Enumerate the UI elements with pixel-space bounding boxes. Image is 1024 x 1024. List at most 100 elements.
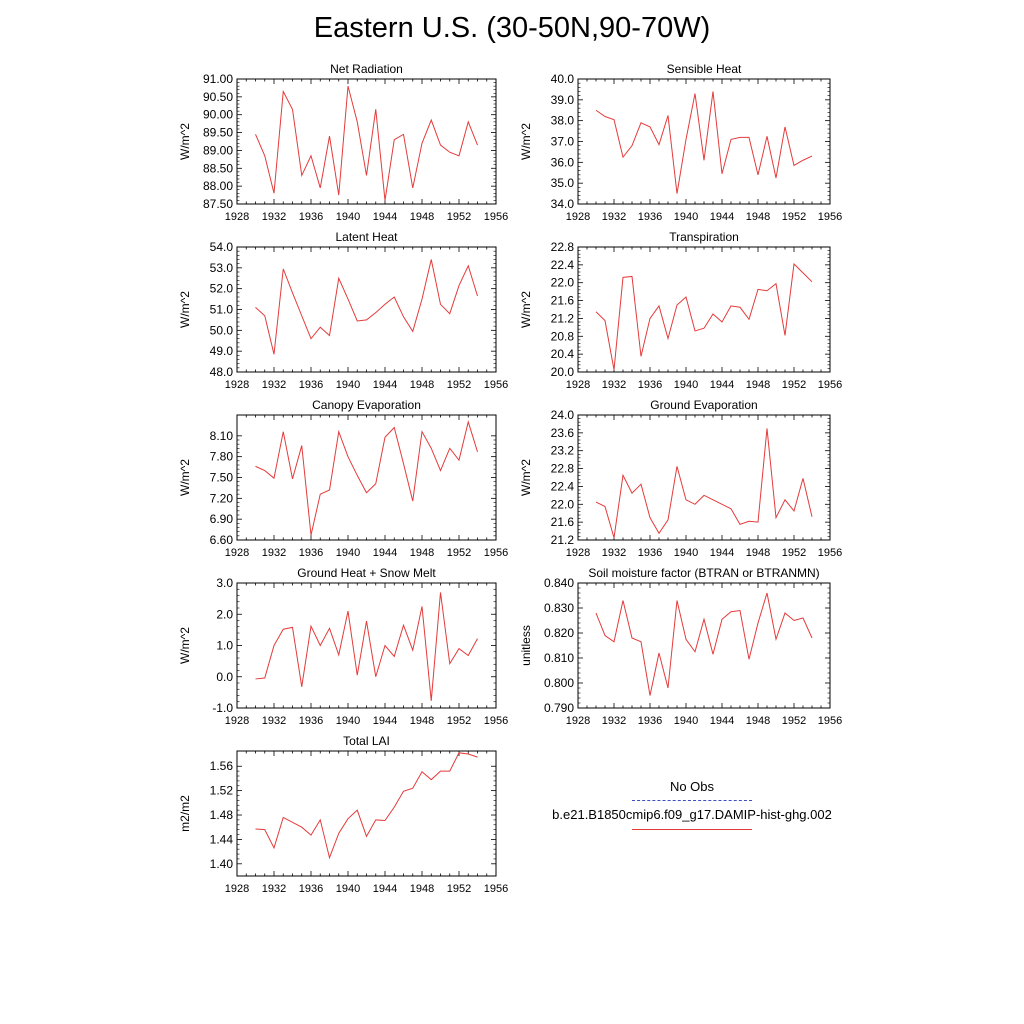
x-tick-label: 1928 (225, 715, 249, 727)
y-tick-label: 88.00 (203, 179, 233, 193)
y-tick-label: 23.6 (551, 426, 575, 440)
x-tick-label: 1932 (602, 547, 626, 559)
x-tick-label: 1956 (818, 379, 842, 391)
y-tick-label: 22.0 (551, 276, 575, 290)
panel-4: Transpiration W/m^2 1928 1932 1936 1940 1944 19… (519, 230, 842, 391)
x-tick-label: 1944 (710, 211, 734, 223)
series-line-1 (255, 420, 478, 536)
y-tick-label: 0.810 (544, 651, 574, 665)
x-tick-label: 1948 (746, 379, 770, 391)
y-tick-label: 37.0 (551, 135, 575, 149)
y-tick-label: 90.00 (203, 108, 233, 122)
x-tick-label: 1944 (373, 379, 397, 391)
x-tick-label: 1932 (602, 379, 626, 391)
panel-2: Sensible Heat W/m^2 1928 1932 1936 1940 1944 19… (519, 62, 842, 223)
x-tick-label: 1940 (674, 715, 698, 727)
x-tick-label: 1940 (336, 547, 360, 559)
legend-model-line (632, 829, 752, 830)
x-tick-label: 1928 (225, 883, 249, 895)
series-line-1 (595, 592, 813, 696)
y-axis-label: unitless (519, 625, 533, 666)
y-tick-label: 0.820 (544, 626, 574, 640)
y-tick-label: 22.8 (551, 240, 575, 254)
panel-3: Latent Heat W/m^2 1928 1932 1936 1940 1944 1948… (178, 230, 508, 391)
x-tick-label: 1952 (782, 379, 806, 391)
x-tick-label: 1948 (410, 211, 434, 223)
x-tick-label: 1936 (638, 211, 662, 223)
x-tick-label: 1928 (225, 547, 249, 559)
panel-title: Latent Heat (335, 230, 398, 244)
y-tick-label: 39.0 (551, 93, 575, 107)
x-tick-label: 1940 (336, 715, 360, 727)
y-tick-label: 22.0 (551, 497, 575, 511)
series-line-1 (255, 259, 478, 355)
x-tick-label: 1940 (336, 379, 360, 391)
y-tick-label: 52.0 (210, 282, 234, 296)
y-tick-label: -1.0 (212, 701, 233, 715)
page-title: Eastern U.S. (30-50N,90-70W) (313, 12, 711, 44)
y-axis-label: W/m^2 (178, 291, 192, 328)
x-tick-label: 1932 (262, 379, 286, 391)
x-tick-label: 1928 (566, 715, 590, 727)
x-tick-label: 1940 (674, 379, 698, 391)
x-tick-label: 1944 (710, 379, 734, 391)
x-tick-label: 1944 (710, 547, 734, 559)
y-tick-label: 1.40 (210, 857, 234, 871)
series-line-1 (595, 262, 813, 370)
y-tick-label: 49.0 (210, 344, 234, 358)
x-tick-label: 1944 (373, 211, 397, 223)
x-tick-label: 1956 (818, 547, 842, 559)
plot-frame (236, 246, 497, 373)
plot-frame (236, 582, 497, 709)
y-tick-label: 0.0 (216, 670, 233, 684)
y-tick-label: 87.50 (203, 197, 233, 211)
y-tick-label: 89.00 (203, 143, 233, 157)
x-tick-label: 1936 (299, 715, 323, 727)
y-tick-label: 91.00 (203, 72, 233, 86)
panel-title: Soil moisture factor (BTRAN or BTRANMN) (588, 566, 819, 580)
y-axis-label: W/m^2 (519, 291, 533, 328)
y-tick-label: 38.0 (551, 114, 575, 128)
x-tick-label: 1948 (746, 715, 770, 727)
x-tick-label: 1952 (782, 211, 806, 223)
y-tick-label: 40.0 (551, 72, 575, 86)
y-axis-label: W/m^2 (519, 123, 533, 160)
y-tick-label: 21.2 (551, 533, 575, 547)
x-tick-label: 1952 (447, 883, 471, 895)
y-tick-label: 0.800 (544, 676, 574, 690)
y-tick-label: 20.8 (551, 329, 575, 343)
y-tick-label: 90.50 (203, 90, 233, 104)
y-tick-label: 24.0 (551, 408, 575, 422)
y-tick-label: 0.830 (544, 601, 574, 615)
x-tick-label: 1952 (447, 547, 471, 559)
x-tick-label: 1928 (566, 211, 590, 223)
x-tick-label: 1944 (373, 715, 397, 727)
y-tick-label: 35.0 (551, 176, 575, 190)
y-tick-label: 7.80 (210, 450, 234, 464)
panel-title: Net Radiation (330, 62, 403, 76)
y-tick-label: 1.52 (210, 784, 234, 798)
y-tick-label: 1.0 (216, 639, 233, 653)
panel-7: Ground Heat + Snow Melt W/m^2 1928 1932 1936… (178, 566, 508, 727)
y-tick-label: 1.56 (210, 759, 234, 773)
series-line-1 (255, 592, 478, 701)
x-tick-label: 1948 (410, 379, 434, 391)
y-tick-label: 20.4 (551, 347, 575, 361)
y-tick-label: 21.6 (551, 294, 575, 308)
series-line-1 (595, 91, 813, 194)
y-tick-label: 88.50 (203, 161, 233, 175)
y-tick-label: 34.0 (551, 197, 575, 211)
x-tick-label: 1932 (262, 547, 286, 559)
x-tick-label: 1928 (566, 547, 590, 559)
x-tick-label: 1928 (225, 211, 249, 223)
plot-frame (577, 582, 831, 709)
x-tick-label: 1940 (336, 211, 360, 223)
y-axis-label: W/m^2 (178, 627, 192, 664)
x-tick-label: 1936 (638, 547, 662, 559)
panel-9: Total LAI m2/m2 1928 1932 1936 1940 1944 1948 19… (178, 734, 508, 895)
x-tick-label: 1936 (299, 547, 323, 559)
x-tick-label: 1940 (336, 883, 360, 895)
y-tick-label: 7.20 (210, 491, 234, 505)
y-tick-label: 7.50 (210, 471, 234, 485)
y-tick-label: 0.840 (544, 576, 574, 590)
